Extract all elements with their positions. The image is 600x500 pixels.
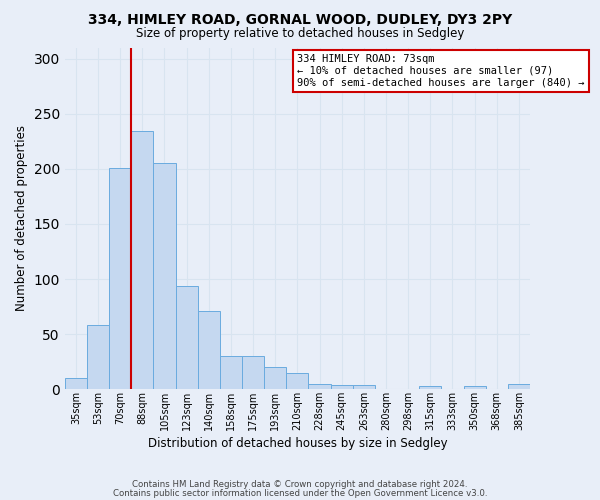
Bar [264, 367, 286, 390]
Bar [353, 385, 375, 390]
X-axis label: Distribution of detached houses by size in Sedgley: Distribution of detached houses by size … [148, 437, 447, 450]
Text: Contains public sector information licensed under the Open Government Licence v3: Contains public sector information licen… [113, 489, 487, 498]
Bar [176, 286, 198, 390]
Bar [65, 378, 87, 390]
Bar [131, 132, 154, 390]
Text: 334 HIMLEY ROAD: 73sqm
← 10% of detached houses are smaller (97)
90% of semi-det: 334 HIMLEY ROAD: 73sqm ← 10% of detached… [298, 54, 585, 88]
Text: Contains HM Land Registry data © Crown copyright and database right 2024.: Contains HM Land Registry data © Crown c… [132, 480, 468, 489]
Bar [154, 164, 176, 390]
Bar [286, 373, 308, 390]
Bar [331, 385, 353, 390]
Bar [109, 168, 131, 390]
Bar [508, 384, 530, 390]
Bar [308, 384, 331, 390]
Bar [198, 311, 220, 390]
Y-axis label: Number of detached properties: Number of detached properties [15, 126, 28, 312]
Text: Size of property relative to detached houses in Sedgley: Size of property relative to detached ho… [136, 28, 464, 40]
Bar [220, 356, 242, 390]
Bar [242, 356, 264, 390]
Bar [87, 326, 109, 390]
Bar [464, 386, 485, 390]
Text: 334, HIMLEY ROAD, GORNAL WOOD, DUDLEY, DY3 2PY: 334, HIMLEY ROAD, GORNAL WOOD, DUDLEY, D… [88, 12, 512, 26]
Bar [419, 386, 442, 390]
